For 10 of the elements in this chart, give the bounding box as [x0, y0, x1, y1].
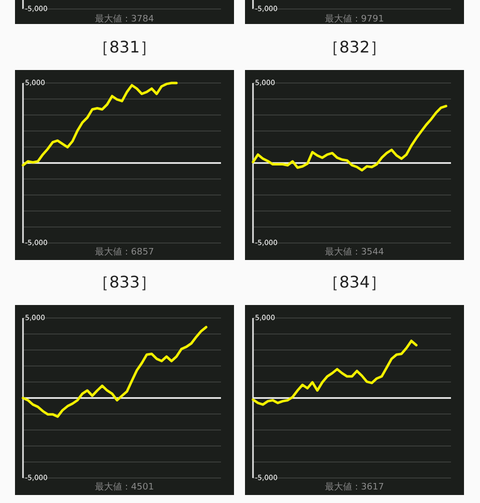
chart-title: ［833］: [93, 272, 156, 292]
text: 最大値：6857: [95, 246, 154, 258]
text: 最大値：3784: [95, 13, 154, 24]
chart-title: ［832］: [323, 37, 386, 56]
text: 最大値：4501: [95, 481, 154, 492]
text: 最大値：3617: [325, 481, 384, 492]
text: 最大値：3544: [325, 246, 384, 258]
chart-title: ［834］: [323, 272, 386, 292]
chart-title: ［831］: [93, 37, 156, 56]
text: 最大値：9791: [325, 13, 384, 24]
